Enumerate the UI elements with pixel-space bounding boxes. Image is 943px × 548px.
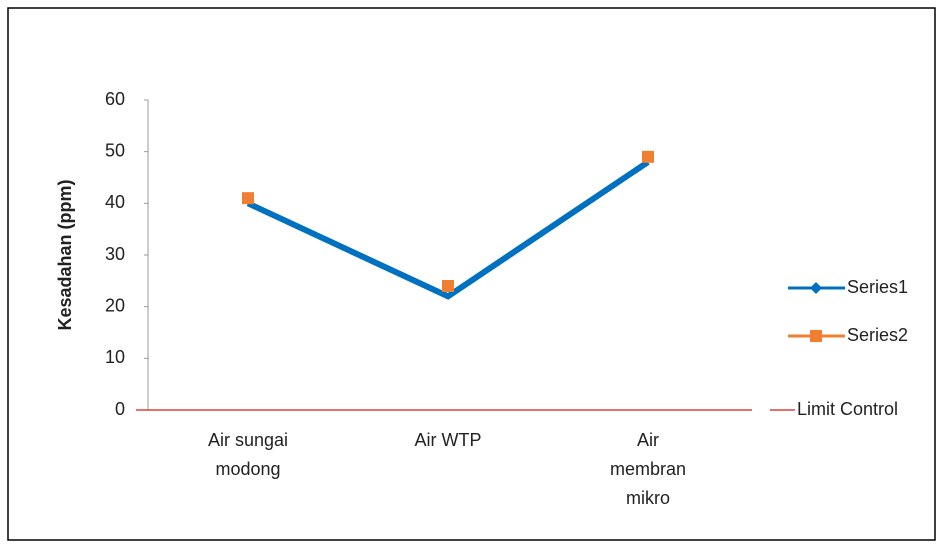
legend-label: Series1 [847,277,908,297]
data-point [442,280,454,292]
y-tick-label: 60 [105,89,125,109]
y-tick-label: 40 [105,192,125,212]
x-tick-label: Air sungai modong [207,430,289,479]
legend-marker [810,282,822,294]
y-tick-label: 50 [105,140,125,160]
y-tick-label: 10 [105,347,125,367]
y-tick-label: 0 [115,399,125,419]
data-point [242,192,254,205]
y-axis-label: Kesadahan (ppm) [55,179,75,330]
x-tick-label: Air membran mikro [609,430,687,508]
chart-frame [7,7,936,541]
legend-label: Series2 [847,325,908,345]
legend-marker [810,330,822,342]
series-line [246,159,650,300]
x-tick-label: Air WTP [414,430,482,450]
y-tick-label: 30 [105,244,125,264]
data-point [642,150,654,163]
legend-label: Limit Control [797,399,898,419]
y-tick-label: 20 [105,295,125,315]
